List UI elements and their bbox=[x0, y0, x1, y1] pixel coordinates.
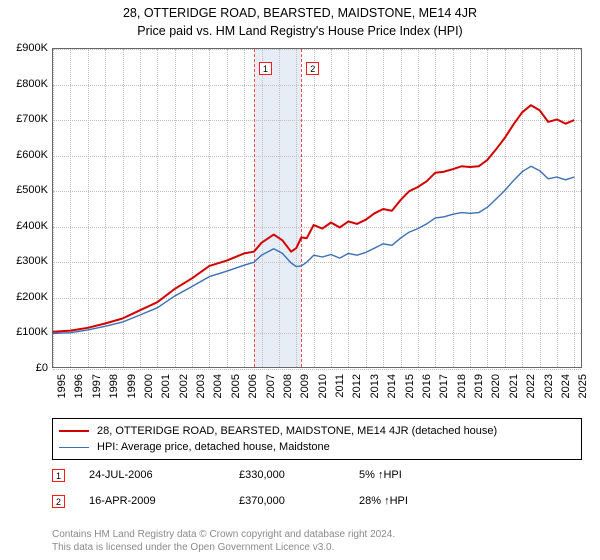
y-tick-label: £600K bbox=[2, 149, 48, 161]
x-tick-label: 2005 bbox=[230, 374, 242, 398]
x-tick-label: 2014 bbox=[386, 374, 398, 398]
event-marker-box: 2 bbox=[306, 62, 319, 75]
x-tick-label: 2003 bbox=[195, 374, 207, 398]
sale-marker-box: 2 bbox=[52, 495, 65, 508]
y-tick-label: £100K bbox=[2, 326, 48, 338]
x-tick-label: 2009 bbox=[299, 374, 311, 398]
x-tick-label: 1998 bbox=[108, 374, 120, 398]
y-tick-label: £400K bbox=[2, 220, 48, 232]
y-tick-label: £200K bbox=[2, 291, 48, 303]
x-tick-label: 1999 bbox=[126, 374, 138, 398]
sale-price: £370,000 bbox=[239, 495, 359, 507]
x-tick-label: 2006 bbox=[247, 374, 259, 398]
sale-marker-box: 1 bbox=[52, 469, 65, 482]
x-tick-label: 2020 bbox=[490, 374, 502, 398]
x-tick-label: 2019 bbox=[473, 374, 485, 398]
sale-diff: 28%HPI bbox=[359, 495, 479, 507]
chart-svg bbox=[53, 49, 583, 369]
legend: 28, OTTERIDGE ROAD, BEARSTED, MAIDSTONE,… bbox=[52, 418, 582, 460]
y-tick-label: £500K bbox=[2, 184, 48, 196]
title-line-1: 28, OTTERIDGE ROAD, BEARSTED, MAIDSTONE,… bbox=[0, 6, 600, 20]
x-tick-label: 2002 bbox=[178, 374, 190, 398]
x-tick-label: 2008 bbox=[282, 374, 294, 398]
line-chart bbox=[52, 48, 582, 368]
sale-price: £330,000 bbox=[239, 469, 359, 481]
x-tick-label: 2007 bbox=[265, 374, 277, 398]
y-tick-label: £300K bbox=[2, 255, 48, 267]
x-tick-label: 2025 bbox=[577, 374, 589, 398]
x-tick-label: 2015 bbox=[404, 374, 416, 398]
x-tick-label: 2016 bbox=[421, 374, 433, 398]
x-tick-label: 2011 bbox=[334, 374, 346, 398]
y-tick-label: £900K bbox=[2, 42, 48, 54]
title-line-2: Price paid vs. HM Land Registry's House … bbox=[0, 24, 600, 38]
legend-item: 28, OTTERIDGE ROAD, BEARSTED, MAIDSTONE,… bbox=[59, 423, 575, 439]
x-tick-label: 1995 bbox=[56, 374, 68, 398]
x-tick-label: 2001 bbox=[160, 374, 172, 398]
y-tick-label: £700K bbox=[2, 113, 48, 125]
series-line bbox=[53, 166, 574, 333]
sale-row: 2 16-APR-2009 £370,000 28%HPI bbox=[52, 492, 582, 510]
y-tick-label: £0 bbox=[2, 362, 48, 374]
gridline-h bbox=[53, 369, 581, 370]
x-tick-label: 2012 bbox=[351, 374, 363, 398]
sale-date: 16-APR-2009 bbox=[89, 495, 239, 507]
event-marker-box: 1 bbox=[259, 62, 272, 75]
legend-item: HPI: Average price, detached house, Maid… bbox=[59, 439, 575, 455]
x-tick-label: 2023 bbox=[543, 374, 555, 398]
x-tick-label: 2017 bbox=[438, 374, 450, 398]
footer-attribution: Contains HM Land Registry data © Crown c… bbox=[52, 528, 582, 554]
legend-label: HPI: Average price, detached house, Maid… bbox=[97, 441, 330, 453]
legend-swatch bbox=[59, 430, 89, 432]
x-tick-label: 2021 bbox=[508, 374, 520, 398]
sale-date: 24-JUL-2006 bbox=[89, 469, 239, 481]
legend-label: 28, OTTERIDGE ROAD, BEARSTED, MAIDSTONE,… bbox=[97, 425, 497, 437]
x-tick-label: 2004 bbox=[212, 374, 224, 398]
legend-swatch bbox=[59, 447, 89, 448]
y-tick-label: £800K bbox=[2, 78, 48, 90]
x-tick-label: 2022 bbox=[525, 374, 537, 398]
x-tick-label: 2000 bbox=[143, 374, 155, 398]
x-tick-label: 2024 bbox=[560, 374, 572, 398]
x-tick-label: 1996 bbox=[73, 374, 85, 398]
sale-diff: 5%HPI bbox=[359, 469, 479, 481]
x-tick-label: 1997 bbox=[91, 374, 103, 398]
x-tick-label: 2018 bbox=[456, 374, 468, 398]
x-tick-label: 2013 bbox=[369, 374, 381, 398]
sale-row: 1 24-JUL-2006 £330,000 5%HPI bbox=[52, 466, 582, 484]
x-tick-label: 2010 bbox=[317, 374, 329, 398]
series-line bbox=[53, 105, 574, 332]
